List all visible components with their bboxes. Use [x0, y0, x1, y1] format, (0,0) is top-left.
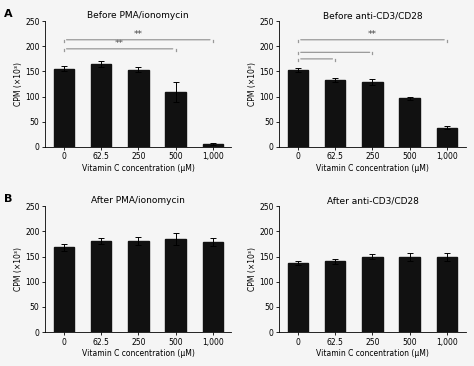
Bar: [202, 242, 223, 332]
Bar: [288, 71, 308, 147]
Y-axis label: CPM (×10³): CPM (×10³): [14, 247, 23, 291]
Title: After PMA/ionomycin: After PMA/ionomycin: [91, 197, 185, 205]
Title: After anti-CD3/CD28: After anti-CD3/CD28: [327, 197, 419, 205]
Title: Before PMA/ionomycin: Before PMA/ionomycin: [88, 11, 189, 20]
Bar: [437, 128, 457, 147]
Text: **: **: [115, 39, 124, 48]
Bar: [128, 70, 148, 147]
Bar: [362, 82, 383, 147]
Text: A: A: [4, 8, 13, 19]
Bar: [128, 241, 148, 332]
Bar: [400, 98, 420, 147]
Bar: [437, 257, 457, 332]
Bar: [54, 247, 74, 332]
Bar: [165, 92, 186, 147]
Text: **: **: [368, 30, 377, 39]
Y-axis label: CPM (×10³): CPM (×10³): [14, 62, 23, 106]
Text: B: B: [4, 194, 12, 203]
Bar: [165, 239, 186, 332]
Bar: [54, 69, 74, 147]
Bar: [91, 64, 111, 147]
Bar: [288, 263, 308, 332]
Bar: [325, 80, 346, 147]
Y-axis label: CPM (×10³): CPM (×10³): [248, 62, 257, 106]
X-axis label: Vitamin C concentration (μM): Vitamin C concentration (μM): [316, 349, 429, 358]
Text: **: **: [134, 30, 143, 39]
X-axis label: Vitamin C concentration (μM): Vitamin C concentration (μM): [82, 349, 195, 358]
X-axis label: Vitamin C concentration (μM): Vitamin C concentration (μM): [82, 164, 195, 173]
Bar: [400, 257, 420, 332]
Y-axis label: CPM (×10³): CPM (×10³): [248, 247, 257, 291]
Bar: [325, 261, 346, 332]
Bar: [362, 257, 383, 332]
Title: Before anti-CD3/CD28: Before anti-CD3/CD28: [323, 11, 422, 20]
Bar: [91, 242, 111, 332]
Bar: [202, 145, 223, 147]
X-axis label: Vitamin C concentration (μM): Vitamin C concentration (μM): [316, 164, 429, 173]
